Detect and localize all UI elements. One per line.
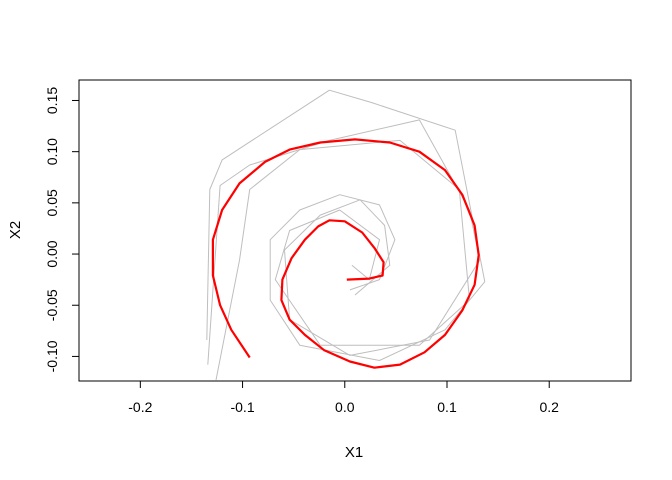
plot-box [78, 79, 632, 382]
y-tick-label: 0.10 [44, 138, 60, 165]
y-axis: -0.10 -0.05 0.00 0.05 0.10 0.15 [44, 87, 79, 372]
x-tick-label: 0.1 [437, 399, 457, 415]
y-axis-label: X2 [7, 221, 24, 239]
x-tick-label: 0.0 [335, 399, 355, 415]
x-tick-label: -0.1 [230, 399, 254, 415]
raw-trajectory-line-3 [215, 139, 470, 381]
raw-trajectory-line-2 [207, 119, 481, 365]
x-tick-label: -0.2 [128, 399, 152, 415]
raw-trajectory-line-1 [206, 89, 486, 361]
y-tick-label: -0.10 [44, 340, 60, 372]
x-tick-label: 0.2 [539, 399, 559, 415]
y-tick-label: 0.05 [44, 189, 60, 216]
series-layer [206, 89, 486, 381]
x-axis: -0.2 -0.1 0.0 0.1 0.2 [128, 381, 559, 415]
x-axis-label: X1 [345, 444, 363, 461]
y-tick-label: 0.15 [44, 87, 60, 114]
y-tick-label: 0.00 [44, 240, 60, 267]
y-tick-label: -0.05 [44, 289, 60, 321]
smoothed-trajectory-line [211, 138, 480, 369]
